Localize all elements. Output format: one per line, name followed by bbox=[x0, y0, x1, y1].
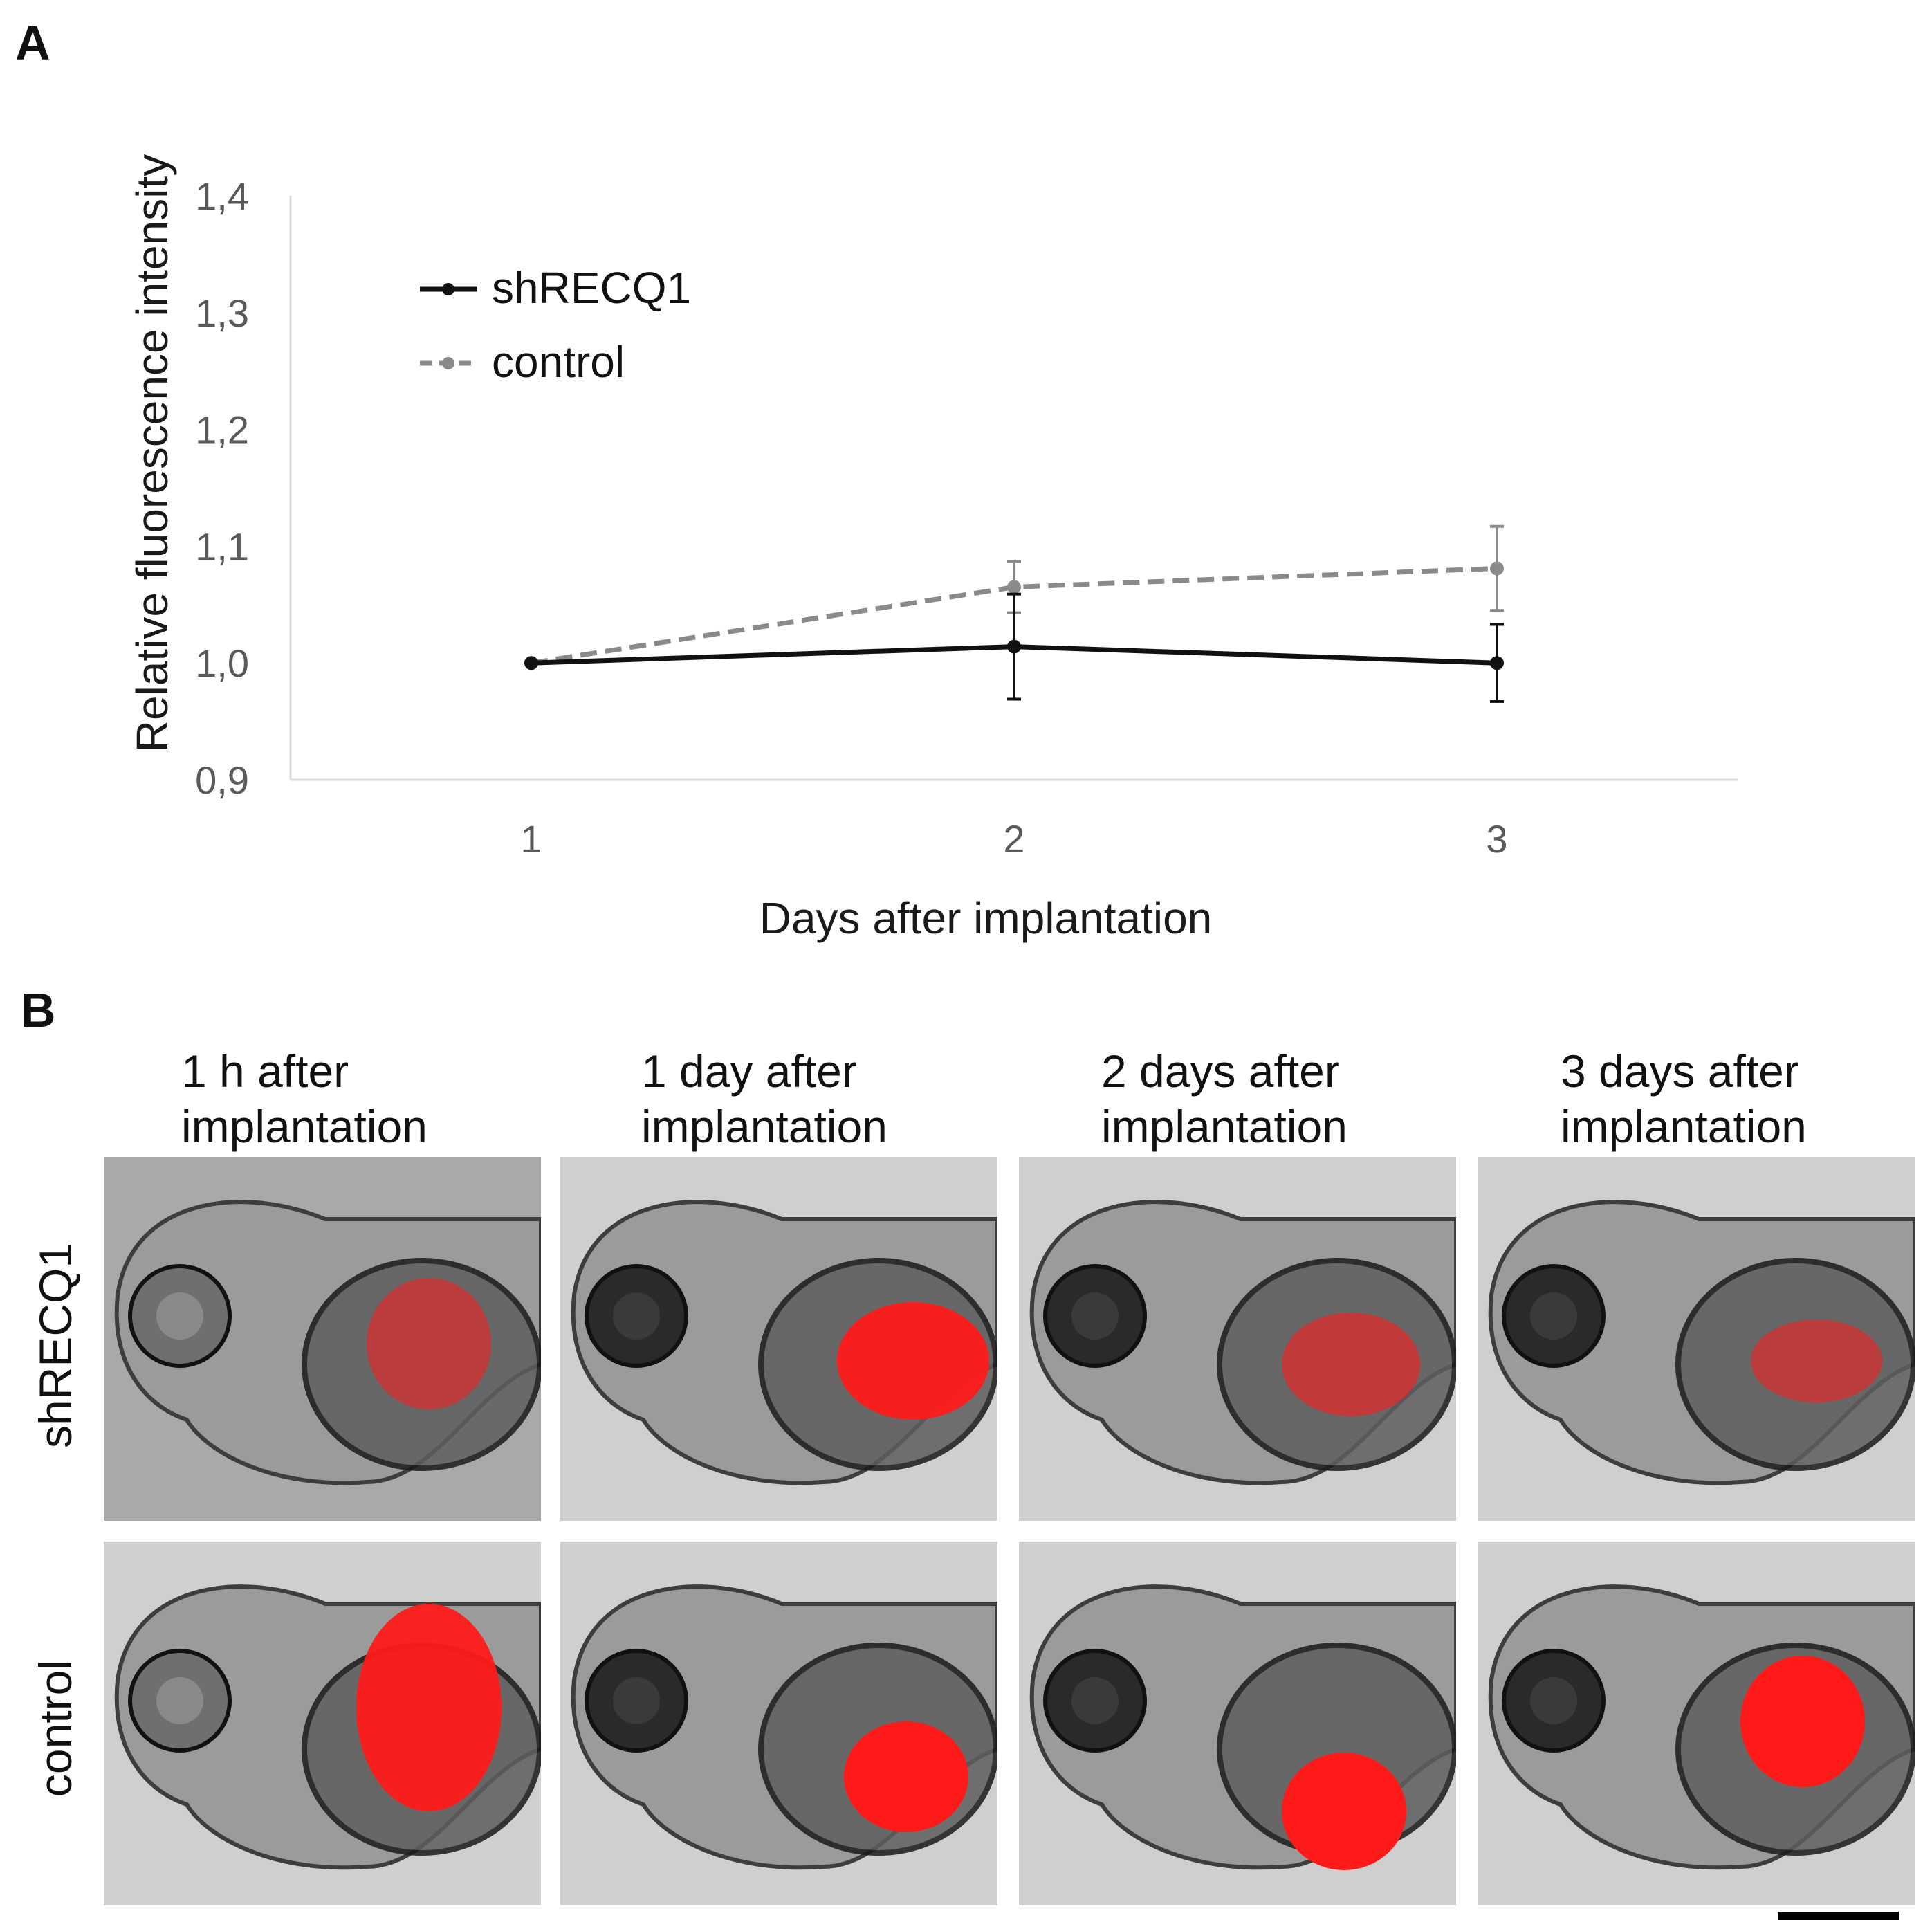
y-axis-title: Relative fluorescence intensity bbox=[127, 154, 177, 752]
data-point bbox=[1490, 656, 1504, 670]
panel-label-a: A bbox=[15, 16, 50, 70]
column-title-line: 1 day after bbox=[641, 1045, 857, 1097]
y-tick-label: 1,0 bbox=[195, 641, 249, 685]
row-label-shrecq1: shRECQ1 bbox=[30, 1242, 81, 1448]
row-label-control: control bbox=[30, 1659, 81, 1798]
legend: shRECQ1 control bbox=[420, 263, 691, 387]
chart-axes bbox=[289, 196, 1738, 781]
x-tick-label: 2 bbox=[1003, 817, 1024, 861]
column-title-day1: 1 day after implantation bbox=[641, 1043, 887, 1154]
scale-bar bbox=[1778, 1912, 1899, 1920]
column-title-line: implantation bbox=[181, 1101, 427, 1152]
y-tick-labels: 0,9 1,0 1,1 1,2 1,3 1,4 bbox=[195, 174, 249, 802]
red-signal bbox=[1740, 1656, 1865, 1787]
micrograph-shrecq1-day3 bbox=[1478, 1157, 1915, 1521]
data-point bbox=[1007, 639, 1021, 654]
red-signal bbox=[1282, 1313, 1420, 1416]
y-tick-label: 0,9 bbox=[195, 758, 249, 802]
legend-label-shrecq1: shRECQ1 bbox=[492, 263, 691, 313]
column-title-day2: 2 days after implantation bbox=[1101, 1043, 1347, 1154]
y-tick-label: 1,1 bbox=[195, 524, 249, 568]
red-signal bbox=[1751, 1319, 1882, 1402]
x-tick-label: 1 bbox=[520, 817, 542, 861]
column-title-1h: 1 h after implantation bbox=[181, 1043, 427, 1154]
legend-marker-shrecq1 bbox=[442, 283, 454, 295]
micrograph-shrecq1-day2 bbox=[1019, 1157, 1456, 1521]
column-title-line: 1 h after bbox=[181, 1045, 349, 1097]
micrograph-control-day2 bbox=[1019, 1542, 1456, 1905]
column-title-line: implantation bbox=[1561, 1101, 1807, 1152]
y-tick-label: 1,3 bbox=[195, 291, 249, 335]
data-point bbox=[1490, 561, 1504, 576]
micrograph-control-day1 bbox=[560, 1542, 997, 1905]
y-tick-label: 1,2 bbox=[195, 408, 249, 452]
red-signal bbox=[367, 1278, 491, 1409]
column-title-line: 3 days after bbox=[1561, 1045, 1799, 1097]
micrograph-shrecq1-1h bbox=[104, 1157, 541, 1521]
column-title-day3: 3 days after implantation bbox=[1561, 1043, 1807, 1154]
y-tick-label: 1,4 bbox=[195, 174, 249, 218]
series-layer bbox=[524, 524, 1504, 703]
red-signal bbox=[1282, 1753, 1406, 1870]
x-axis-title: Days after implantation bbox=[760, 893, 1213, 943]
red-signal bbox=[844, 1721, 968, 1832]
x-tick-labels: 1 2 3 bbox=[520, 817, 1507, 861]
red-signal bbox=[356, 1604, 502, 1811]
column-title-line: implantation bbox=[1101, 1101, 1347, 1152]
data-point bbox=[524, 656, 538, 670]
micrograph-control-1h bbox=[104, 1542, 541, 1905]
data-point bbox=[1007, 580, 1021, 594]
line-chart: 0,9 1,0 1,1 1,2 1,3 1,4 1 2 3 Relative fluoresc… bbox=[127, 154, 1738, 943]
micrograph-shrecq1-day1 bbox=[560, 1157, 997, 1521]
panel-label-b: B bbox=[21, 983, 56, 1037]
column-title-line: 2 days after bbox=[1101, 1045, 1340, 1097]
red-signal bbox=[837, 1302, 989, 1420]
legend-marker-control bbox=[442, 357, 454, 369]
micrograph-control-day3 bbox=[1478, 1542, 1915, 1905]
column-title-line: implantation bbox=[641, 1101, 887, 1152]
x-tick-label: 3 bbox=[1486, 817, 1507, 861]
series-shrecq1 bbox=[524, 592, 1504, 703]
legend-label-control: control bbox=[492, 337, 625, 387]
